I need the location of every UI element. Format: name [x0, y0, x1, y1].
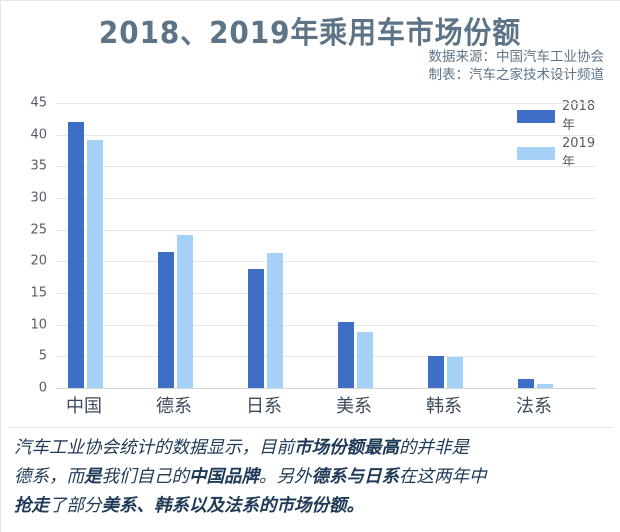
gridline: 20: [30, 254, 596, 269]
bar-group: [146, 103, 236, 388]
bar: [537, 383, 553, 388]
y-axis-tick-label: 45: [30, 95, 47, 111]
caption-segment: 我们自己的: [101, 467, 190, 487]
bar: [428, 356, 444, 388]
bar: [158, 252, 174, 388]
plot-area: 0 5 10 15 20 25 30 35 40 45: [30, 96, 596, 396]
caption-segment: 。另外: [259, 467, 312, 487]
caption-segment: 德系，而: [14, 467, 84, 487]
y-axis-tick-label: 15: [30, 285, 47, 301]
source-note: 数据来源：中国汽车工业协会 制表：汽车之家技术设计频道: [429, 48, 605, 84]
x-axis-tick-label: 日系: [246, 396, 282, 417]
x-axis-tick-label: 中国: [66, 396, 102, 417]
caption-emphasis: 美系、韩系以及法系的市场份额。: [101, 496, 365, 516]
gridline: 45: [30, 96, 596, 111]
legend-swatch-icon: [517, 109, 555, 123]
y-axis-tick-label: 10: [30, 317, 47, 333]
bar: [87, 139, 103, 388]
y-axis-tick-label: 25: [30, 222, 47, 238]
y-axis-tick-label: 40: [30, 127, 47, 143]
caption-segment: 在这两年中: [399, 467, 487, 487]
y-axis-tick-label: 30: [30, 190, 47, 206]
bars-layer: [56, 103, 596, 388]
bar-group: [416, 103, 506, 388]
caption-text: 汽车工业协会统计的数据显示，目前市场份额最高的并非是 德系，而是我们自己的中国品牌…: [14, 434, 608, 521]
gridline: 25: [30, 222, 596, 237]
chart-legend: 2018年 2019年: [517, 99, 604, 170]
legend-item: 2018年: [517, 99, 604, 133]
caption-emphasis: 是: [84, 467, 102, 487]
bar-group: [326, 103, 416, 388]
y-axis-tick-label: 5: [38, 348, 47, 364]
caption-line: 汽车工业协会统计的数据显示，目前市场份额最高的并非是: [14, 434, 608, 463]
caption-emphasis: 市场份额最高: [294, 438, 399, 458]
legend-item: 2019年: [517, 136, 604, 170]
caption-segment: 汽车工业协会统计的数据显示，目前: [14, 438, 294, 458]
bar: [267, 253, 283, 388]
gridline: 15: [30, 286, 596, 301]
page-title: 2018、2019年乘用车市场份额: [98, 16, 522, 51]
caption-divider: [8, 427, 612, 428]
bar-group: [56, 103, 146, 388]
bar-group: [236, 103, 326, 388]
x-axis-labels: 中国 德系 日系 美系 韩系 法系: [56, 392, 596, 422]
bar: [518, 379, 534, 388]
y-axis-tick-label: 35: [30, 158, 47, 174]
x-axis-tick-label: 美系: [336, 396, 372, 417]
gridline: 10: [30, 317, 596, 332]
caption-segment: 了部分: [49, 496, 102, 516]
legend-label: 2018年: [562, 99, 596, 133]
bar-group: [506, 103, 596, 388]
bar: [177, 234, 193, 388]
y-axis-tick-label: 20: [30, 253, 47, 269]
y-axis-tick-label: 0: [38, 380, 47, 396]
caption-emphasis: 抢走: [14, 496, 49, 516]
caption-line: 德系，而是我们自己的中国品牌。另外德系与日系在这两年中: [14, 463, 608, 492]
bar: [248, 268, 264, 388]
caption-emphasis: 德系与日系: [311, 467, 400, 487]
gridline: 40: [30, 127, 596, 142]
bar: [338, 321, 354, 388]
bar: [447, 356, 463, 388]
source-line-author: 制表：汽车之家技术设计频道: [428, 67, 605, 83]
source-line-data: 数据来源：中国汽车工业协会: [428, 49, 605, 65]
caption-segment: 的并非是: [399, 438, 469, 458]
gridline: 35: [30, 159, 596, 174]
legend-label: 2019年: [562, 136, 596, 170]
gridline: 30: [30, 191, 596, 206]
x-axis-tick-label: 韩系: [426, 396, 462, 417]
bar: [68, 122, 84, 388]
legend-swatch-icon: [517, 146, 555, 160]
bar: [357, 332, 373, 388]
caption-line: 抢走了部分美系、韩系以及法系的市场份额。: [14, 492, 608, 521]
gridline: 5: [39, 349, 596, 364]
caption-emphasis: 中国品牌: [189, 467, 259, 487]
gridline: 0: [39, 381, 596, 396]
x-axis-tick-label: 法系: [516, 396, 552, 417]
x-axis-tick-label: 德系: [156, 396, 192, 417]
